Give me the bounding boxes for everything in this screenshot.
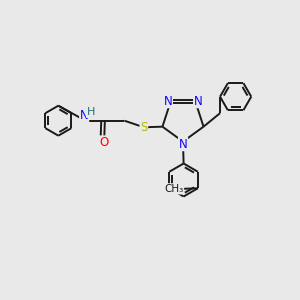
Text: N: N bbox=[164, 94, 172, 107]
Text: H: H bbox=[87, 107, 95, 117]
Text: N: N bbox=[178, 137, 188, 151]
Text: N: N bbox=[194, 94, 203, 107]
Text: N: N bbox=[80, 109, 88, 122]
Text: CH₃: CH₃ bbox=[164, 184, 184, 194]
Text: S: S bbox=[140, 121, 148, 134]
Text: O: O bbox=[100, 136, 109, 149]
